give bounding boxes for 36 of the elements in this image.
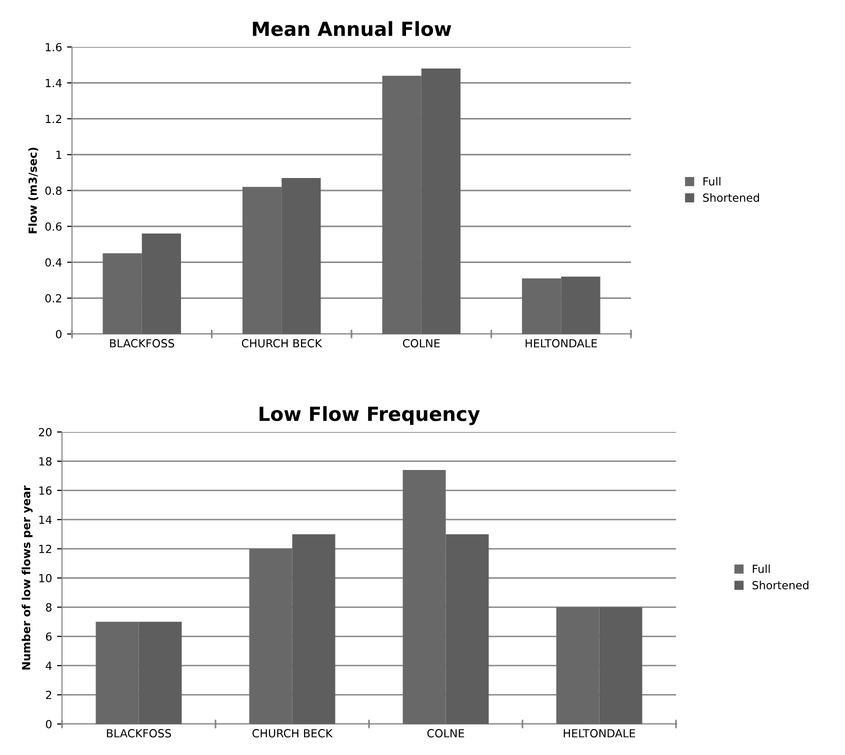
x-tick-label: COLNE [402,339,440,348]
y-tick-label: 6 [46,632,52,641]
y-tick-label: 12 [39,544,52,554]
y-tick-label: 20 [38,428,52,436]
y-tick-label: 1.6 [46,42,62,52]
y-tick-label: 2 [46,690,52,700]
x-tick-label: COLNE [427,729,464,738]
chart-title: Mean Annual Flow [252,21,452,36]
y-tick-label: 0 [56,330,62,338]
y-tick-label: 4 [46,662,52,670]
y-tick-label: 1.4 [46,78,62,88]
y-tick-label: 8 [46,603,52,612]
y-tick-label: 10 [39,574,52,582]
y-tick-label: 0.6 [45,222,62,231]
x-tick-label: CHURCH BECK [242,339,322,348]
x-tick-label: HELTONDALE [526,339,597,348]
legend-label: Shortened [752,580,808,590]
x-tick-label: HELTONDALE [564,729,636,738]
legend-label: Full [752,564,770,574]
y-tick-label: 18 [39,457,52,466]
y-tick-label: 1 [56,150,62,159]
y-tick-label: 0.4 [45,258,62,267]
chart-title: Low Flow Frequency [260,406,480,426]
y-tick-label: 16 [39,486,52,495]
x-tick-label: BLACKFOSS [106,729,172,738]
y-tick-label: 0.8 [45,186,62,195]
y-axis-title: Number of low flows per year [22,485,33,670]
y-tick-label: 0 [46,720,52,728]
y-axis-title: Flow (m3/sec) [28,148,38,234]
legend-label: Shortened [703,193,759,202]
y-tick-label: 1.2 [46,114,62,123]
x-tick-label: CHURCH BECK [252,729,333,738]
legend-label: Full [703,176,720,186]
y-tick-label: 14 [39,516,52,524]
x-tick-label: BLACKFOSS [110,339,174,348]
y-tick-label: 0.2 [45,294,62,303]
